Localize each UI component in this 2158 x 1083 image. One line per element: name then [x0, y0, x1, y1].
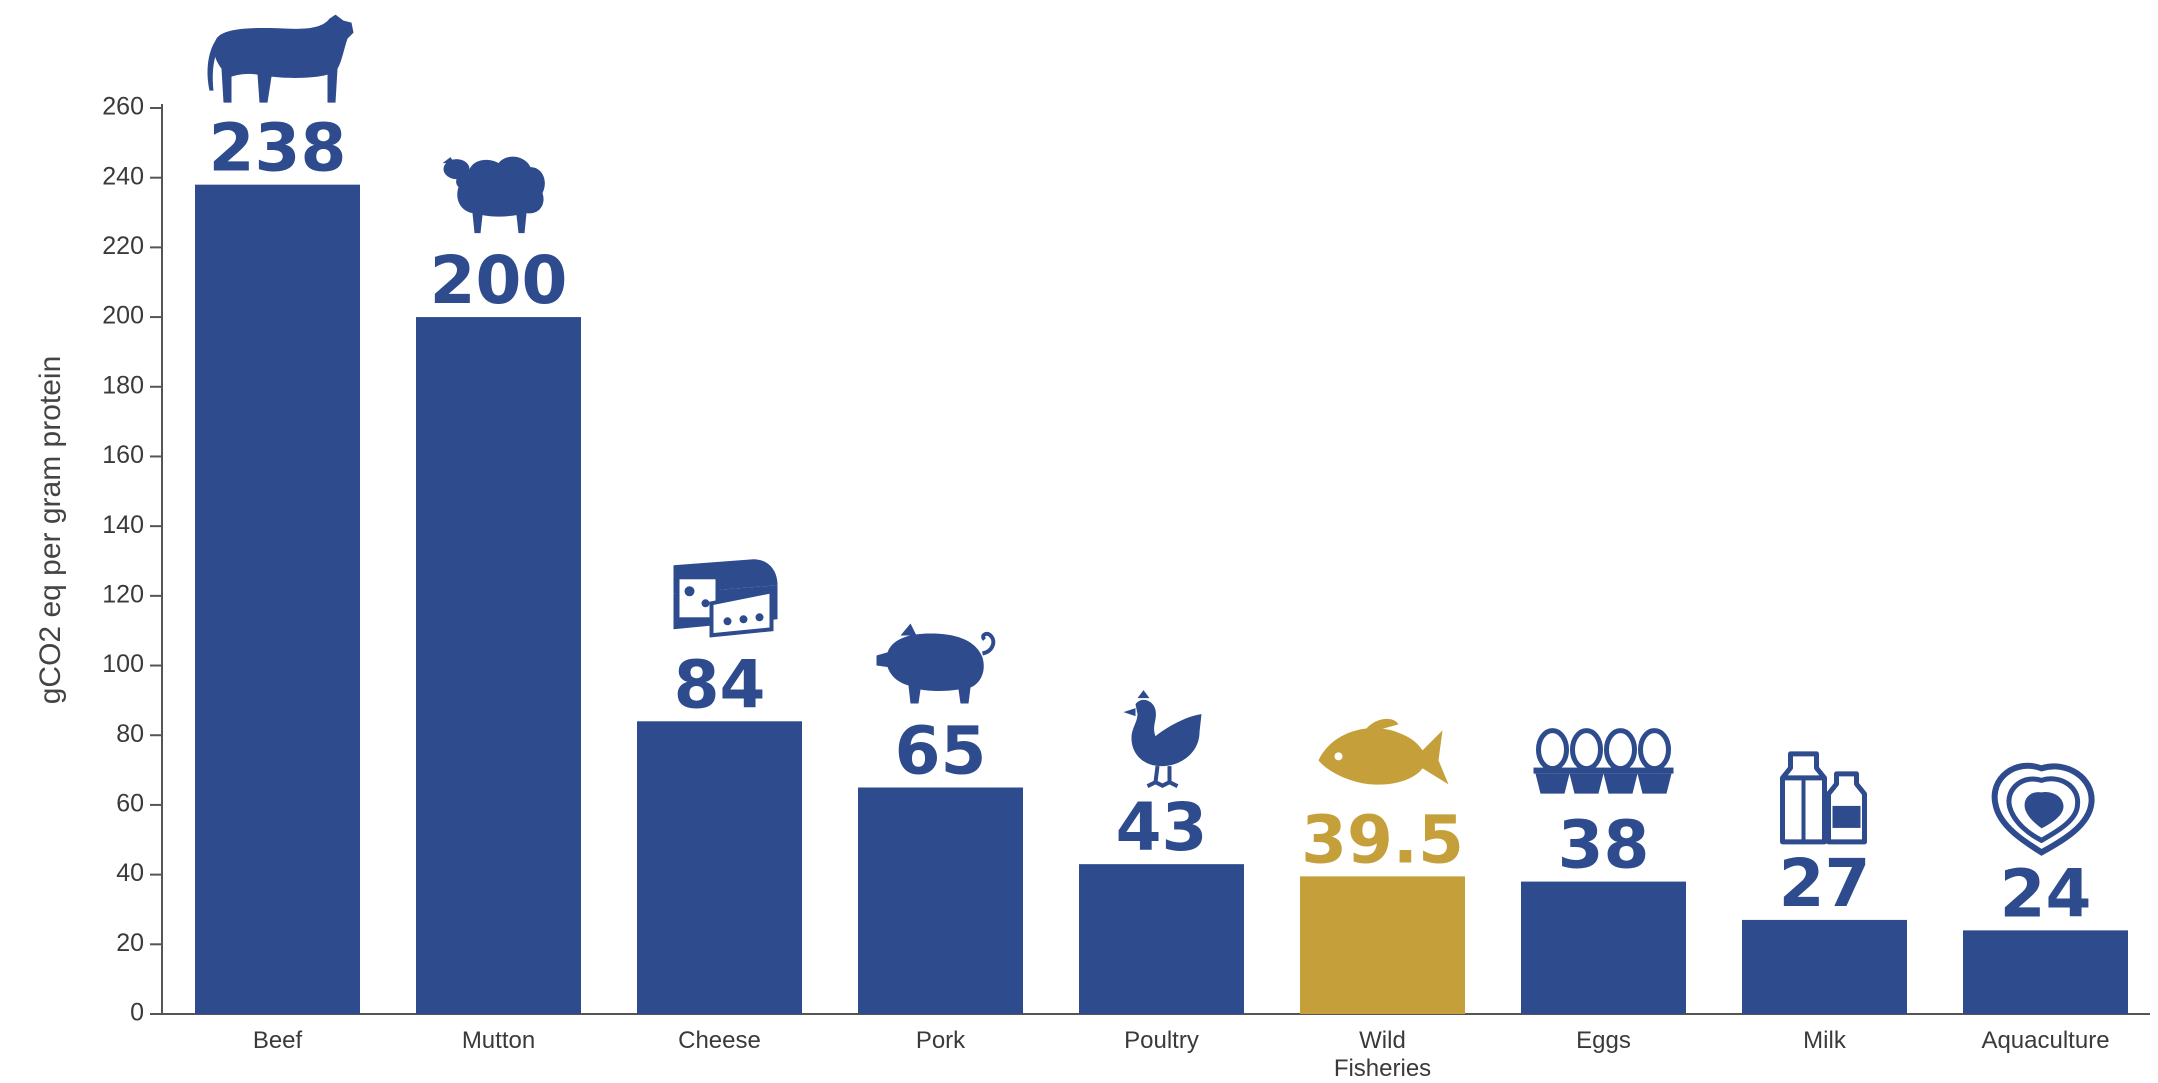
bar-mutton [416, 317, 581, 1015]
category-label-poultry: Poultry [1124, 1027, 1199, 1054]
category-label-mutton: Mutton [462, 1027, 535, 1054]
category-icons [207, 14, 2095, 856]
cheese-icon [673, 559, 778, 638]
value-label-aquaculture: 24 [2000, 855, 2092, 932]
cow-icon [207, 14, 354, 103]
y-tick-label: 60 [116, 790, 144, 818]
milk-carton-icon [1780, 751, 1867, 845]
category-label-beef: Beef [253, 1027, 303, 1054]
y-axis-title: gCO2 eq per gram protein [34, 356, 67, 705]
bars [195, 184, 2128, 1015]
value-label-eggs: 38 [1558, 807, 1650, 884]
category-label-pork: Pork [916, 1027, 966, 1054]
sheep-icon [442, 156, 545, 234]
bar-pork [858, 787, 1023, 1014]
y-tick-label: 40 [116, 859, 144, 887]
y-tick-label: 20 [116, 929, 144, 957]
y-tick-label: 0 [130, 999, 144, 1027]
y-axis-title-group: gCO2 eq per gram protein [34, 356, 67, 705]
bar-poultry [1079, 864, 1244, 1014]
fish-icon [1318, 718, 1449, 785]
y-tick-label: 180 [102, 371, 144, 399]
y-tick-label: 160 [102, 441, 144, 469]
oyster-icon [1991, 762, 2095, 856]
y-tick-label: 200 [102, 302, 144, 330]
y-tick-label: 220 [102, 232, 144, 260]
category-label-eggs: Eggs [1576, 1027, 1631, 1054]
y-axis-ticks: 0 20 40 60 80 100 120 140 160 180 200 220 240 260 [102, 93, 162, 1027]
bar-cheese [637, 721, 802, 1014]
category-label-milk: Milk [1803, 1027, 1847, 1054]
bar-milk [1742, 919, 1907, 1014]
chicken-icon [1123, 690, 1202, 788]
value-label-mutton: 200 [430, 242, 568, 319]
category-labels: Beef Mutton Cheese Pork Poultry Wild Fisheries… [253, 1027, 2110, 1082]
bar-eggs [1521, 881, 1686, 1014]
pig-icon [876, 623, 996, 704]
y-tick-label: 120 [102, 580, 144, 608]
bar-beef [195, 184, 360, 1014]
value-label-beef: 238 [209, 110, 347, 187]
egg-carton-icon [1533, 728, 1674, 794]
category-label-aquaculture: Aquaculture [1981, 1027, 2109, 1054]
value-labels: 238 200 84 65 43 39.5 38 27 24 [209, 110, 2092, 933]
y-tick-label: 240 [102, 162, 144, 190]
value-label-poultry: 43 [1116, 789, 1208, 866]
value-label-milk: 27 [1779, 845, 1871, 922]
y-tick-label: 260 [102, 93, 144, 121]
value-label-pork: 65 [895, 713, 987, 790]
y-tick-label: 140 [102, 511, 144, 539]
category-label-cheese: Cheese [678, 1027, 761, 1054]
y-tick-label: 80 [116, 720, 144, 748]
value-label-wild-fisheries: 39.5 [1301, 801, 1464, 878]
bar-aquaculture [1963, 930, 2128, 1014]
y-tick-label: 100 [102, 650, 144, 678]
bar-wild-fisheries [1300, 876, 1465, 1014]
category-label-wild-fisheries: Wild Fisheries [1334, 1027, 1431, 1082]
value-label-cheese: 84 [674, 646, 766, 723]
